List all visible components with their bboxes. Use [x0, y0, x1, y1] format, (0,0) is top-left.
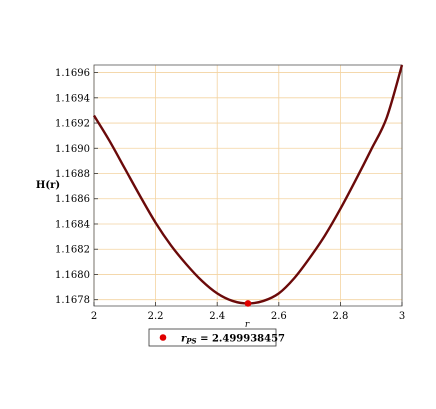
legend-label-value: = 2.499938457 — [197, 334, 285, 345]
series-group — [92, 64, 404, 305]
series-line-0 — [92, 64, 404, 305]
y-axis-ticks: 1.1678 1.1680 1.1682 1.1684 1.1686 1.1688 1.16… — [55, 68, 98, 306]
legend-label-main: r — [181, 334, 187, 345]
y-tick-label-6: 1.1690 — [55, 144, 90, 155]
x-tick-label-0: 2 — [91, 311, 97, 322]
x-tick-label-3: 2.6 — [271, 311, 287, 322]
y-tick-label-2: 1.1682 — [55, 245, 90, 256]
x-tick-label-1: 2.2 — [148, 311, 164, 322]
y-tick-label-7: 1.1692 — [55, 119, 90, 130]
x-tick-label-4: 2.8 — [332, 311, 348, 322]
plot-frame — [93, 64, 403, 307]
y-tick-label-5: 1.1688 — [55, 169, 90, 180]
x-axis-label: r — [245, 320, 250, 330]
legend: rPS = 2.499938457 — [148, 328, 285, 347]
y-tick-label-4: 1.1686 — [55, 194, 90, 205]
legend-label: rPS = 2.499938457 — [181, 334, 285, 346]
x-tick-label-2: 2.4 — [209, 311, 225, 322]
grid — [93, 65, 403, 306]
data-point-0 — [244, 300, 252, 307]
y-tick-label-3: 1.1684 — [55, 219, 90, 230]
points-group — [244, 300, 252, 307]
y-tick-label-0: 1.1678 — [55, 295, 90, 306]
y-tick-label-1: 1.1680 — [55, 270, 90, 281]
y-tick-label-9: 1.1696 — [55, 68, 90, 79]
legend-label-sub: PS — [185, 337, 196, 346]
legend-box — [148, 328, 277, 347]
legend-marker — [159, 334, 167, 341]
x-axis-ticks: 2 2.2 2.4 2.6 2.8 3 — [91, 302, 405, 322]
x-tick-label-5: 3 — [399, 311, 405, 322]
y-tick-label-8: 1.1694 — [55, 93, 90, 104]
y-axis-label: H(r) — [36, 180, 60, 191]
